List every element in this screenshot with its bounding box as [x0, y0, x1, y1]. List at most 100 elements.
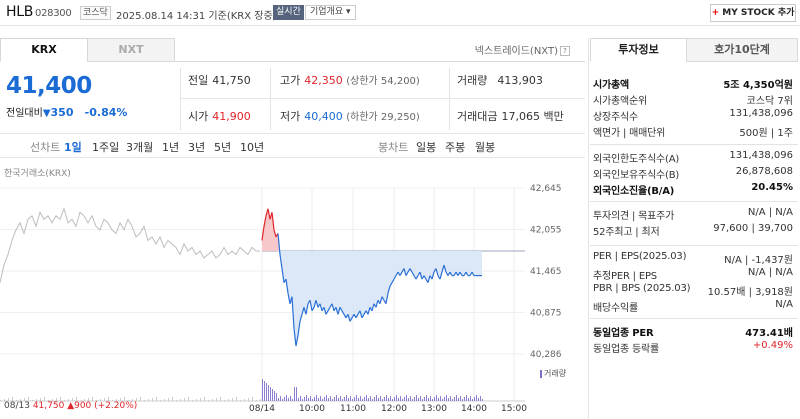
volume-bar [472, 399, 473, 401]
candle-chart-button[interactable]: 봉차트 [378, 141, 409, 154]
volume-bar [88, 398, 89, 401]
info-row: 추정PER | EPS N/A | N/A [593, 267, 793, 283]
period-10y[interactable]: 10년 [240, 141, 265, 154]
period-3y[interactable]: 3년 [188, 141, 206, 154]
info-label: 투자의견 | 목표주가 [593, 211, 675, 222]
volume-bar [60, 397, 61, 401]
volume-bar [72, 398, 73, 401]
volume-bar [224, 400, 225, 401]
stat-low: 저가 40,400 (하한가 29,250) [280, 108, 420, 124]
volume-bar [474, 397, 475, 401]
volume-bar [482, 399, 483, 401]
price-segment [309, 300, 313, 311]
volume-bar [324, 397, 325, 401]
nxt-link[interactable]: 넥스트레이드(NXT)? [475, 42, 570, 57]
volume-bar [264, 381, 265, 401]
tab-krx[interactable]: KRX [0, 38, 88, 62]
price-segment [459, 271, 463, 276]
volume-bar [430, 396, 431, 401]
tab-orderbook-10[interactable]: 호가10단계 [686, 38, 798, 62]
info-value: 473.41배 [745, 328, 793, 339]
volume-bar [228, 399, 229, 401]
info-value: 131,438,096 [729, 150, 793, 161]
add-mystock-button[interactable]: + MY STOCK 추가 [710, 4, 796, 22]
volume-bar [100, 399, 101, 401]
volume-bar [388, 398, 389, 401]
volume-bar [24, 398, 25, 401]
period-1w[interactable]: 1주일 [92, 141, 120, 154]
row-divider [180, 98, 585, 99]
period-5y[interactable]: 5년 [214, 141, 232, 154]
volume-bar [344, 397, 345, 401]
volume-bar [462, 399, 463, 401]
change-value: 350 [50, 106, 74, 119]
volume-bar [12, 397, 13, 401]
line-chart-button[interactable]: 선차트 [30, 141, 61, 154]
price-segment [403, 268, 407, 276]
price-segment [419, 271, 423, 280]
volume-bar [428, 398, 429, 401]
stat-high: 고가 42,350 (상한가 54,200) [280, 72, 420, 88]
volume-bar [176, 400, 177, 401]
volume-bar [368, 398, 369, 401]
stat-open: 시가 41,900 [188, 108, 251, 124]
info-value: N/A | N/A [747, 207, 793, 218]
volume-bar [398, 398, 399, 401]
price-segment [443, 264, 447, 273]
price-segment [359, 310, 363, 318]
volume-bar [420, 396, 421, 401]
stat-label: 시가 [188, 110, 209, 123]
volume-legend: 거래량 [540, 368, 566, 379]
info-row: 52주최고 | 최저 97,600 | 39,700 [593, 223, 793, 239]
x-tick-label: 11:00 [340, 404, 366, 414]
info-label: 동일업종 등락률 [593, 344, 659, 355]
volume-bar [454, 397, 455, 401]
volume-bar [456, 395, 457, 401]
volume-bar [380, 396, 381, 401]
y-tick-label: 42,055 [530, 226, 562, 236]
price-segment [279, 254, 283, 269]
volume-bar [136, 398, 137, 401]
x-tick-label: 14:00 [461, 404, 487, 414]
price-segment [399, 271, 403, 276]
candle-daily[interactable]: 일봉 [416, 141, 437, 154]
candle-weekly[interactable]: 주봉 [445, 141, 466, 154]
volume-bar [296, 387, 297, 401]
period-3m[interactable]: 3개월 [126, 141, 154, 154]
add-mystock-label: MY STOCK 추가 [722, 8, 795, 18]
info-row: 상장주식수 131,438,096 [593, 108, 793, 124]
info-row: 외국인소진율(B/A) 20.45% [593, 182, 793, 198]
volume-bar [36, 399, 37, 401]
tab-investment-info[interactable]: 투자정보 [590, 38, 687, 62]
price-segment [315, 300, 319, 308]
price-segment [311, 306, 315, 312]
panel-divider [588, 38, 589, 419]
price-segment [267, 208, 271, 220]
price-segment [361, 314, 365, 319]
row-divider [590, 318, 798, 319]
exchange-tabs: KRX NXT [0, 38, 175, 62]
volume-bar [370, 396, 371, 401]
period-1y[interactable]: 1년 [162, 141, 180, 154]
volume-bar [404, 397, 405, 401]
company-overview-dropdown[interactable]: 기업개요 ▾ [305, 5, 356, 20]
volume-bar [438, 398, 439, 401]
volume-bar [432, 399, 433, 401]
tab-nxt[interactable]: NXT [87, 38, 175, 62]
candle-monthly[interactable]: 월봉 [475, 141, 496, 154]
info-label: 52주최고 | 최저 [593, 227, 660, 238]
volume-bar [360, 396, 361, 401]
volume-bar [384, 397, 385, 401]
volume-bar [422, 399, 423, 401]
price-chart: 42,645 42,055 41,465 40,875 40,286 08/14 10:0… [0, 184, 562, 414]
volume-bar [334, 397, 335, 401]
volume-bar [320, 396, 321, 401]
info-label: PBR | BPS (2025.03) [593, 283, 691, 294]
volume-bar [212, 399, 213, 401]
period-1d[interactable]: 1일 [64, 141, 82, 154]
info-value: 26,878,608 [735, 166, 793, 177]
stat-value: 17,065 [501, 110, 540, 123]
volume-bar [280, 396, 281, 401]
help-icon[interactable]: ? [560, 46, 570, 56]
volume-bar [260, 399, 261, 401]
